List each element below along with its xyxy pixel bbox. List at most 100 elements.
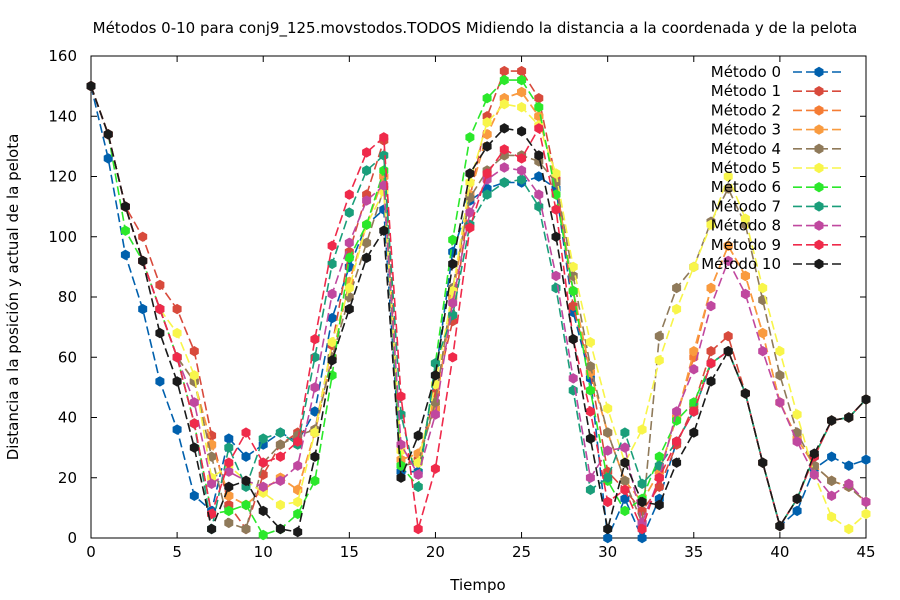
series-line <box>90 85 867 531</box>
data-point <box>723 171 733 182</box>
legend-swatch-marker <box>814 66 824 78</box>
data-point <box>603 427 613 438</box>
data-point <box>172 327 182 339</box>
data-point <box>517 165 527 176</box>
data-point <box>620 442 630 453</box>
legend-item-5: Método 5 <box>711 159 845 177</box>
data-point <box>344 252 354 263</box>
data-point <box>568 334 578 345</box>
data-point <box>551 270 561 282</box>
data-point <box>517 126 527 137</box>
data-point <box>327 312 337 324</box>
y-tick-label: 120 <box>48 168 77 186</box>
data-point <box>620 427 630 438</box>
data-point <box>482 117 492 128</box>
data-point <box>723 346 733 357</box>
data-point <box>499 144 509 155</box>
data-point <box>189 397 199 408</box>
data-point <box>585 361 595 372</box>
data-point <box>775 370 785 381</box>
data-point <box>344 282 354 294</box>
legend-item-9: Método 9 <box>711 236 845 254</box>
data-point <box>706 300 716 312</box>
data-point <box>448 234 458 245</box>
data-point <box>620 484 630 495</box>
data-point <box>844 523 854 535</box>
data-point <box>689 427 699 438</box>
legend-item-3: Método 3 <box>711 121 845 139</box>
legend-swatch-marker <box>814 182 824 193</box>
data-point <box>258 481 268 492</box>
data-point <box>379 225 389 236</box>
legend-item-0: Método 0 <box>711 63 845 81</box>
data-point <box>362 252 372 263</box>
data-point <box>740 288 750 300</box>
data-point <box>310 451 320 462</box>
data-point <box>379 132 389 143</box>
y-axis-label: Distancia a la posición y actual de la p… <box>4 134 22 461</box>
x-tick-label: 15 <box>340 543 359 561</box>
data-point <box>224 433 234 444</box>
data-point <box>517 74 527 86</box>
data-point <box>723 331 733 342</box>
data-point <box>224 505 234 517</box>
legend-label: Método 2 <box>711 101 781 119</box>
data-point <box>654 499 664 511</box>
data-point <box>620 457 630 468</box>
data-point <box>413 430 423 441</box>
data-point <box>620 475 630 486</box>
y-tick-label: 0 <box>67 529 77 547</box>
legend-item-2: Método 2 <box>711 101 845 119</box>
data-point <box>672 406 682 417</box>
x-tick-label: 5 <box>172 543 182 561</box>
data-point <box>172 424 182 435</box>
data-point <box>448 258 458 270</box>
legend-swatch-marker <box>814 143 824 154</box>
x-tick-label: 25 <box>512 543 531 561</box>
data-point <box>396 472 406 483</box>
data-point <box>620 505 630 517</box>
data-point <box>534 150 544 161</box>
data-point <box>706 282 716 294</box>
data-point <box>792 505 802 517</box>
data-point <box>758 346 768 357</box>
data-point <box>413 469 423 480</box>
data-point <box>637 424 647 435</box>
y-tick-label: 100 <box>48 228 77 246</box>
data-point <box>517 102 527 113</box>
data-point <box>327 240 337 251</box>
data-point <box>827 451 837 462</box>
data-point <box>637 532 647 544</box>
data-point <box>603 523 613 535</box>
data-point <box>138 231 148 242</box>
data-point <box>585 406 595 417</box>
data-point <box>344 303 354 315</box>
data-point <box>740 270 750 282</box>
data-point <box>362 147 372 158</box>
data-point <box>534 93 544 104</box>
data-point <box>207 451 217 462</box>
data-point <box>396 391 406 402</box>
data-point <box>482 141 492 152</box>
series-layer <box>86 65 871 544</box>
data-point <box>155 303 165 315</box>
data-point <box>327 258 337 270</box>
data-point <box>775 520 785 532</box>
data-point <box>120 201 130 212</box>
data-point <box>275 523 285 535</box>
legend-label: Método 7 <box>711 197 781 215</box>
data-point <box>758 282 768 294</box>
data-point <box>654 451 664 462</box>
data-point <box>448 246 458 257</box>
data-point <box>224 517 234 529</box>
data-point <box>689 261 699 273</box>
legend-label: Método 1 <box>711 82 781 100</box>
y-tick-label: 40 <box>58 409 77 427</box>
data-point <box>672 436 682 447</box>
data-point <box>603 532 613 544</box>
x-tick-label: 40 <box>770 543 789 561</box>
y-tick-label: 20 <box>58 469 77 487</box>
data-point <box>792 409 802 420</box>
data-point <box>224 457 234 468</box>
x-tick-label: 20 <box>426 543 445 561</box>
